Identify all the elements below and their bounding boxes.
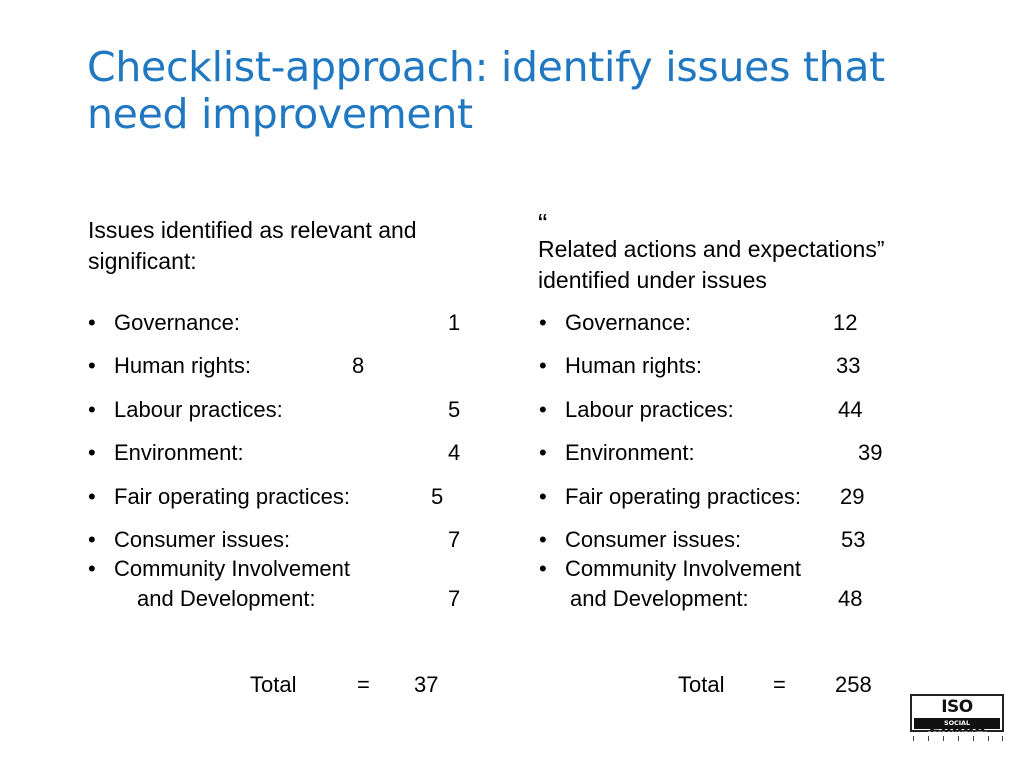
issue-count: 5: [431, 484, 444, 509]
total-equals: =: [357, 672, 370, 697]
issue-label: Consumer issues:: [114, 527, 291, 552]
open-quote: “: [538, 208, 548, 239]
left-heading-line-2: significant:: [88, 248, 197, 274]
issue-count: 4: [448, 440, 461, 465]
bullet-icon: •: [539, 310, 547, 335]
bullet-icon: •: [539, 397, 547, 422]
left-column-heading: Issues identified as relevant and signif…: [88, 215, 508, 277]
action-count: 12: [833, 310, 858, 335]
slide-title: Checklist-approach: identify issues that…: [87, 44, 987, 138]
action-count: 53: [841, 527, 866, 552]
right-heading-line-2: identified under issues: [538, 267, 767, 293]
issue-label: Environment:: [565, 440, 695, 465]
issue-label: Labour practices:: [114, 397, 283, 422]
issue-count: 7: [448, 527, 461, 552]
right-heading-line-1: “Related actions and expectations”: [538, 208, 978, 265]
bullet-icon: •: [539, 353, 547, 378]
issue-label: Human rights:: [114, 353, 251, 378]
bullet-icon: •: [88, 397, 96, 422]
action-count: 48: [838, 586, 863, 611]
total-equals: =: [773, 672, 786, 697]
bullet-icon: •: [88, 440, 96, 465]
bullet-icon: •: [539, 440, 547, 465]
issue-label-continued: and Development:: [570, 586, 749, 611]
bullet-icon: •: [88, 353, 96, 378]
issue-count: 5: [448, 397, 461, 422]
action-count: 33: [836, 353, 861, 378]
issue-count: 7: [448, 586, 461, 611]
logo-tick-marks: [913, 736, 1003, 741]
issue-label: Governance:: [565, 310, 691, 335]
bullet-icon: •: [539, 556, 547, 581]
issue-label: Environment:: [114, 440, 244, 465]
issue-label: Labour practices:: [565, 397, 734, 422]
issue-label: Community Involvement: [565, 556, 801, 581]
issue-label: Consumer issues:: [565, 527, 742, 552]
issue-label: Fair operating practices:: [565, 484, 801, 509]
total-value: 37: [414, 672, 439, 697]
bullet-icon: •: [539, 527, 547, 552]
issue-count: 1: [448, 310, 461, 335]
bullet-icon: •: [88, 556, 96, 581]
total-label: Total: [678, 672, 725, 697]
action-count: 39: [858, 440, 883, 465]
iso-26000-logo: ISO 26000 SOCIAL RESPONSIBILITY: [910, 694, 1004, 742]
bullet-icon: •: [88, 310, 96, 335]
right-heading-line-1-text: Related actions and expectations”: [538, 236, 885, 262]
slide-title-line-2: need improvement: [87, 90, 473, 138]
action-count: 29: [840, 484, 865, 509]
issue-count: 8: [352, 353, 365, 378]
issue-label: Fair operating practices:: [114, 484, 350, 509]
bullet-icon: •: [539, 484, 547, 509]
slide-title-line-1: Checklist-approach: identify issues that: [87, 43, 885, 91]
action-count: 44: [838, 397, 863, 422]
total-value: 258: [835, 672, 872, 697]
bullet-icon: •: [88, 484, 96, 509]
right-column-heading: “Related actions and expectations” ident…: [538, 208, 978, 296]
logo-sub-text: SOCIAL RESPONSIBILITY: [914, 718, 1000, 738]
issue-label: Human rights:: [565, 353, 702, 378]
total-label: Total: [250, 672, 297, 697]
issue-label: Community Involvement: [114, 556, 350, 581]
issue-label-continued: and Development:: [137, 586, 316, 611]
bullet-icon: •: [88, 527, 96, 552]
logo-frame: ISO 26000 SOCIAL RESPONSIBILITY: [910, 694, 1004, 738]
left-heading-line-1: Issues identified as relevant and: [88, 217, 417, 243]
issue-label: Governance:: [114, 310, 240, 335]
